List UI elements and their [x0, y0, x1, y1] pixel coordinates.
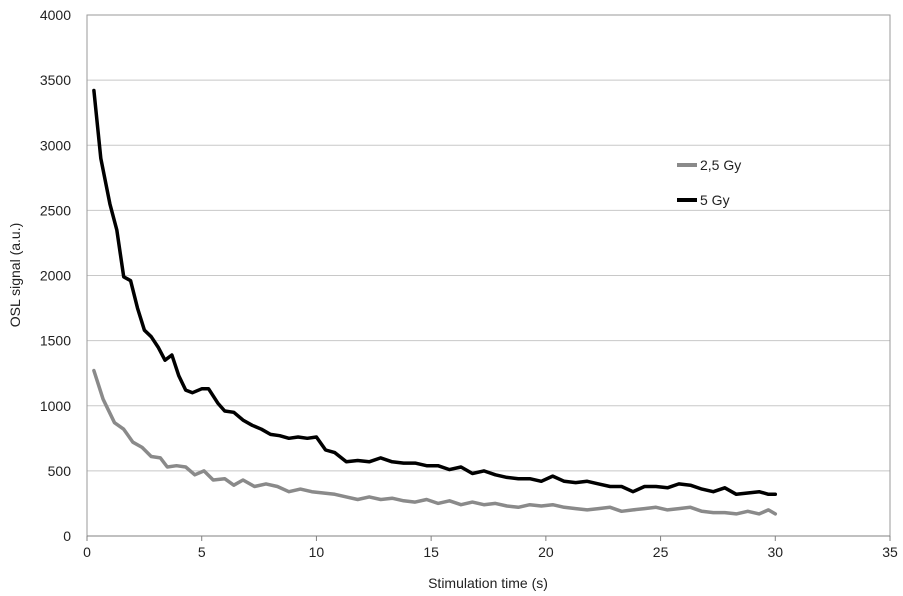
y-tick-label: 3500 [40, 72, 71, 88]
axes [86, 14, 891, 541]
y-tick-label: 1500 [40, 333, 71, 349]
y-tick-label: 4000 [40, 7, 71, 23]
y-tick-label: 2500 [40, 202, 71, 218]
series-line-0 [92, 368, 778, 516]
x-tick-label: 10 [309, 544, 325, 560]
x-tick-label: 25 [653, 544, 669, 560]
y-tick-label: 3000 [40, 137, 71, 153]
x-tick-label: 0 [83, 544, 91, 560]
x-tick-label: 20 [538, 544, 554, 560]
x-tick-label: 15 [423, 544, 439, 560]
x-tick-label: 35 [882, 544, 898, 560]
series-line-1 [92, 88, 778, 497]
x-tick-label: 5 [198, 544, 206, 560]
x-tick-label: 30 [767, 544, 783, 560]
x-axis-title: Stimulation time (s) [428, 575, 548, 591]
y-tick-label: 500 [48, 463, 72, 479]
legend: 2,5 Gy 5 Gy [677, 157, 741, 208]
legend-label-5-gy: 5 Gy [700, 192, 730, 208]
legend-label-2-5-gy: 2,5 Gy [700, 157, 741, 173]
series-layer [92, 88, 778, 516]
y-tick-label: 2000 [40, 268, 71, 284]
x-tick-labels: 0 5 10 15 20 25 30 35 [83, 544, 898, 560]
y-tick-labels: 0 500 1000 1500 2000 2500 3000 3500 4000 [40, 7, 71, 544]
y-tick-label: 1000 [40, 398, 71, 414]
y-tick-label: 0 [63, 528, 71, 544]
y-axis-title: OSL signal (a.u.) [7, 223, 23, 328]
